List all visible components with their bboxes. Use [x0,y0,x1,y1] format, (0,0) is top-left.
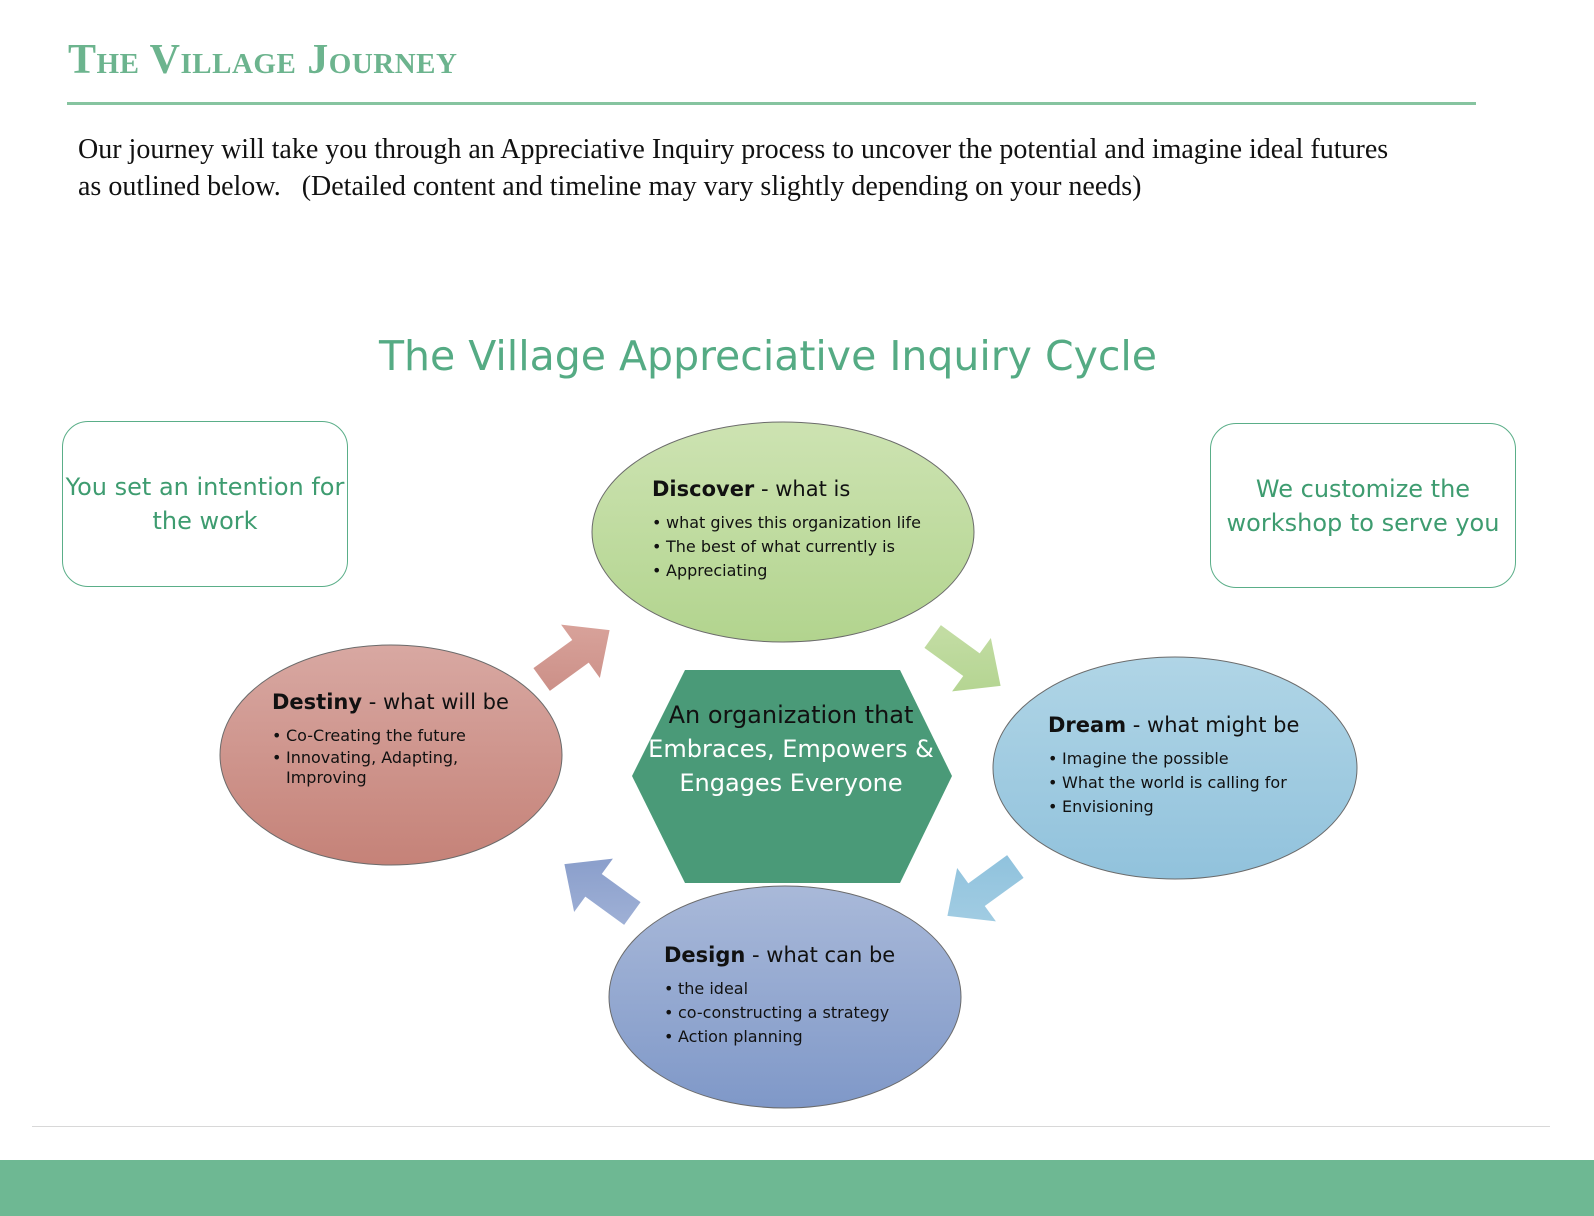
arrow-discover-to-dream [924,625,1001,692]
design-name: Design [664,943,746,967]
discover-heading: Discover - what is [652,477,921,501]
list-item: The best of what currently is [652,535,921,559]
page-title: The Village Journey [68,37,458,83]
destiny-bullets: Co-Creating the future Innovating, Adapt… [272,724,482,788]
discover-content: Discover - what is what gives this organ… [652,477,921,583]
note-intention: You set an intention for the work [62,421,348,587]
title-divider [67,102,1476,105]
intro-line-1: Our journey will take you through an App… [78,134,1389,165]
discover-name: Discover [652,477,755,501]
destiny-tagline: - what will be [362,690,509,714]
design-bullets: the ideal co-constructing a strategy Act… [664,977,895,1049]
footer-band [0,1160,1594,1216]
intro-line-2: as outlined below. (Detailed content and… [78,171,1142,202]
list-item: Action planning [664,1025,895,1049]
destiny-content: Destiny - what will be Co-Creating the f… [272,690,509,790]
discover-bullets: what gives this organization life The be… [652,511,921,583]
dream-content: Dream - what might be Imagine the possib… [1048,713,1299,819]
list-item: Innovating, Adapting, Improving [272,748,482,788]
list-item: Co-Creating the future [272,724,482,748]
list-item: Appreciating [652,559,921,583]
list-item: the ideal [664,977,895,1001]
destiny-heading: Destiny - what will be [272,690,509,714]
dream-bullets: Imagine the possible What the world is c… [1048,747,1299,819]
arrow-dream-to-design [947,855,1024,922]
arrow-design-to-destiny [564,858,641,925]
intro-paragraph: Our journey will take you through an App… [78,131,1478,205]
design-content: Design - what can be the ideal co-constr… [664,943,895,1049]
list-item: What the world is calling for [1048,771,1299,795]
center-text-highlight: Embraces, Empowers & Engages Everyone [648,735,934,797]
dream-name: Dream [1048,713,1127,737]
list-item: Imagine the possible [1048,747,1299,771]
dream-heading: Dream - what might be [1048,713,1299,737]
list-item: Envisioning [1048,795,1299,819]
diagram-title: The Village Appreciative Inquiry Cycle [0,332,1594,380]
diagram-title-text: The Village Appreciative Inquiry Cycle [378,332,1158,380]
design-tagline: - what can be [745,943,896,967]
note-customize: We customize the workshop to serve you [1210,423,1516,588]
arrow-destiny-to-discover [533,624,610,691]
center-statement: An organization that Embraces, Empowers … [640,698,942,800]
center-hexagon [632,670,952,883]
footer-divider [32,1126,1550,1127]
list-item: what gives this organization life [652,511,921,535]
destiny-name: Destiny [272,690,363,714]
design-heading: Design - what can be [664,943,895,967]
center-text-part1: An organization that [668,701,914,729]
list-item: co-constructing a strategy [664,1001,895,1025]
discover-tagline: - what is [754,477,851,501]
dream-tagline: - what might be [1126,713,1300,737]
note-intention-text: You set an intention for the work [65,473,345,535]
note-customize-text: We customize the workshop to serve you [1226,474,1500,537]
